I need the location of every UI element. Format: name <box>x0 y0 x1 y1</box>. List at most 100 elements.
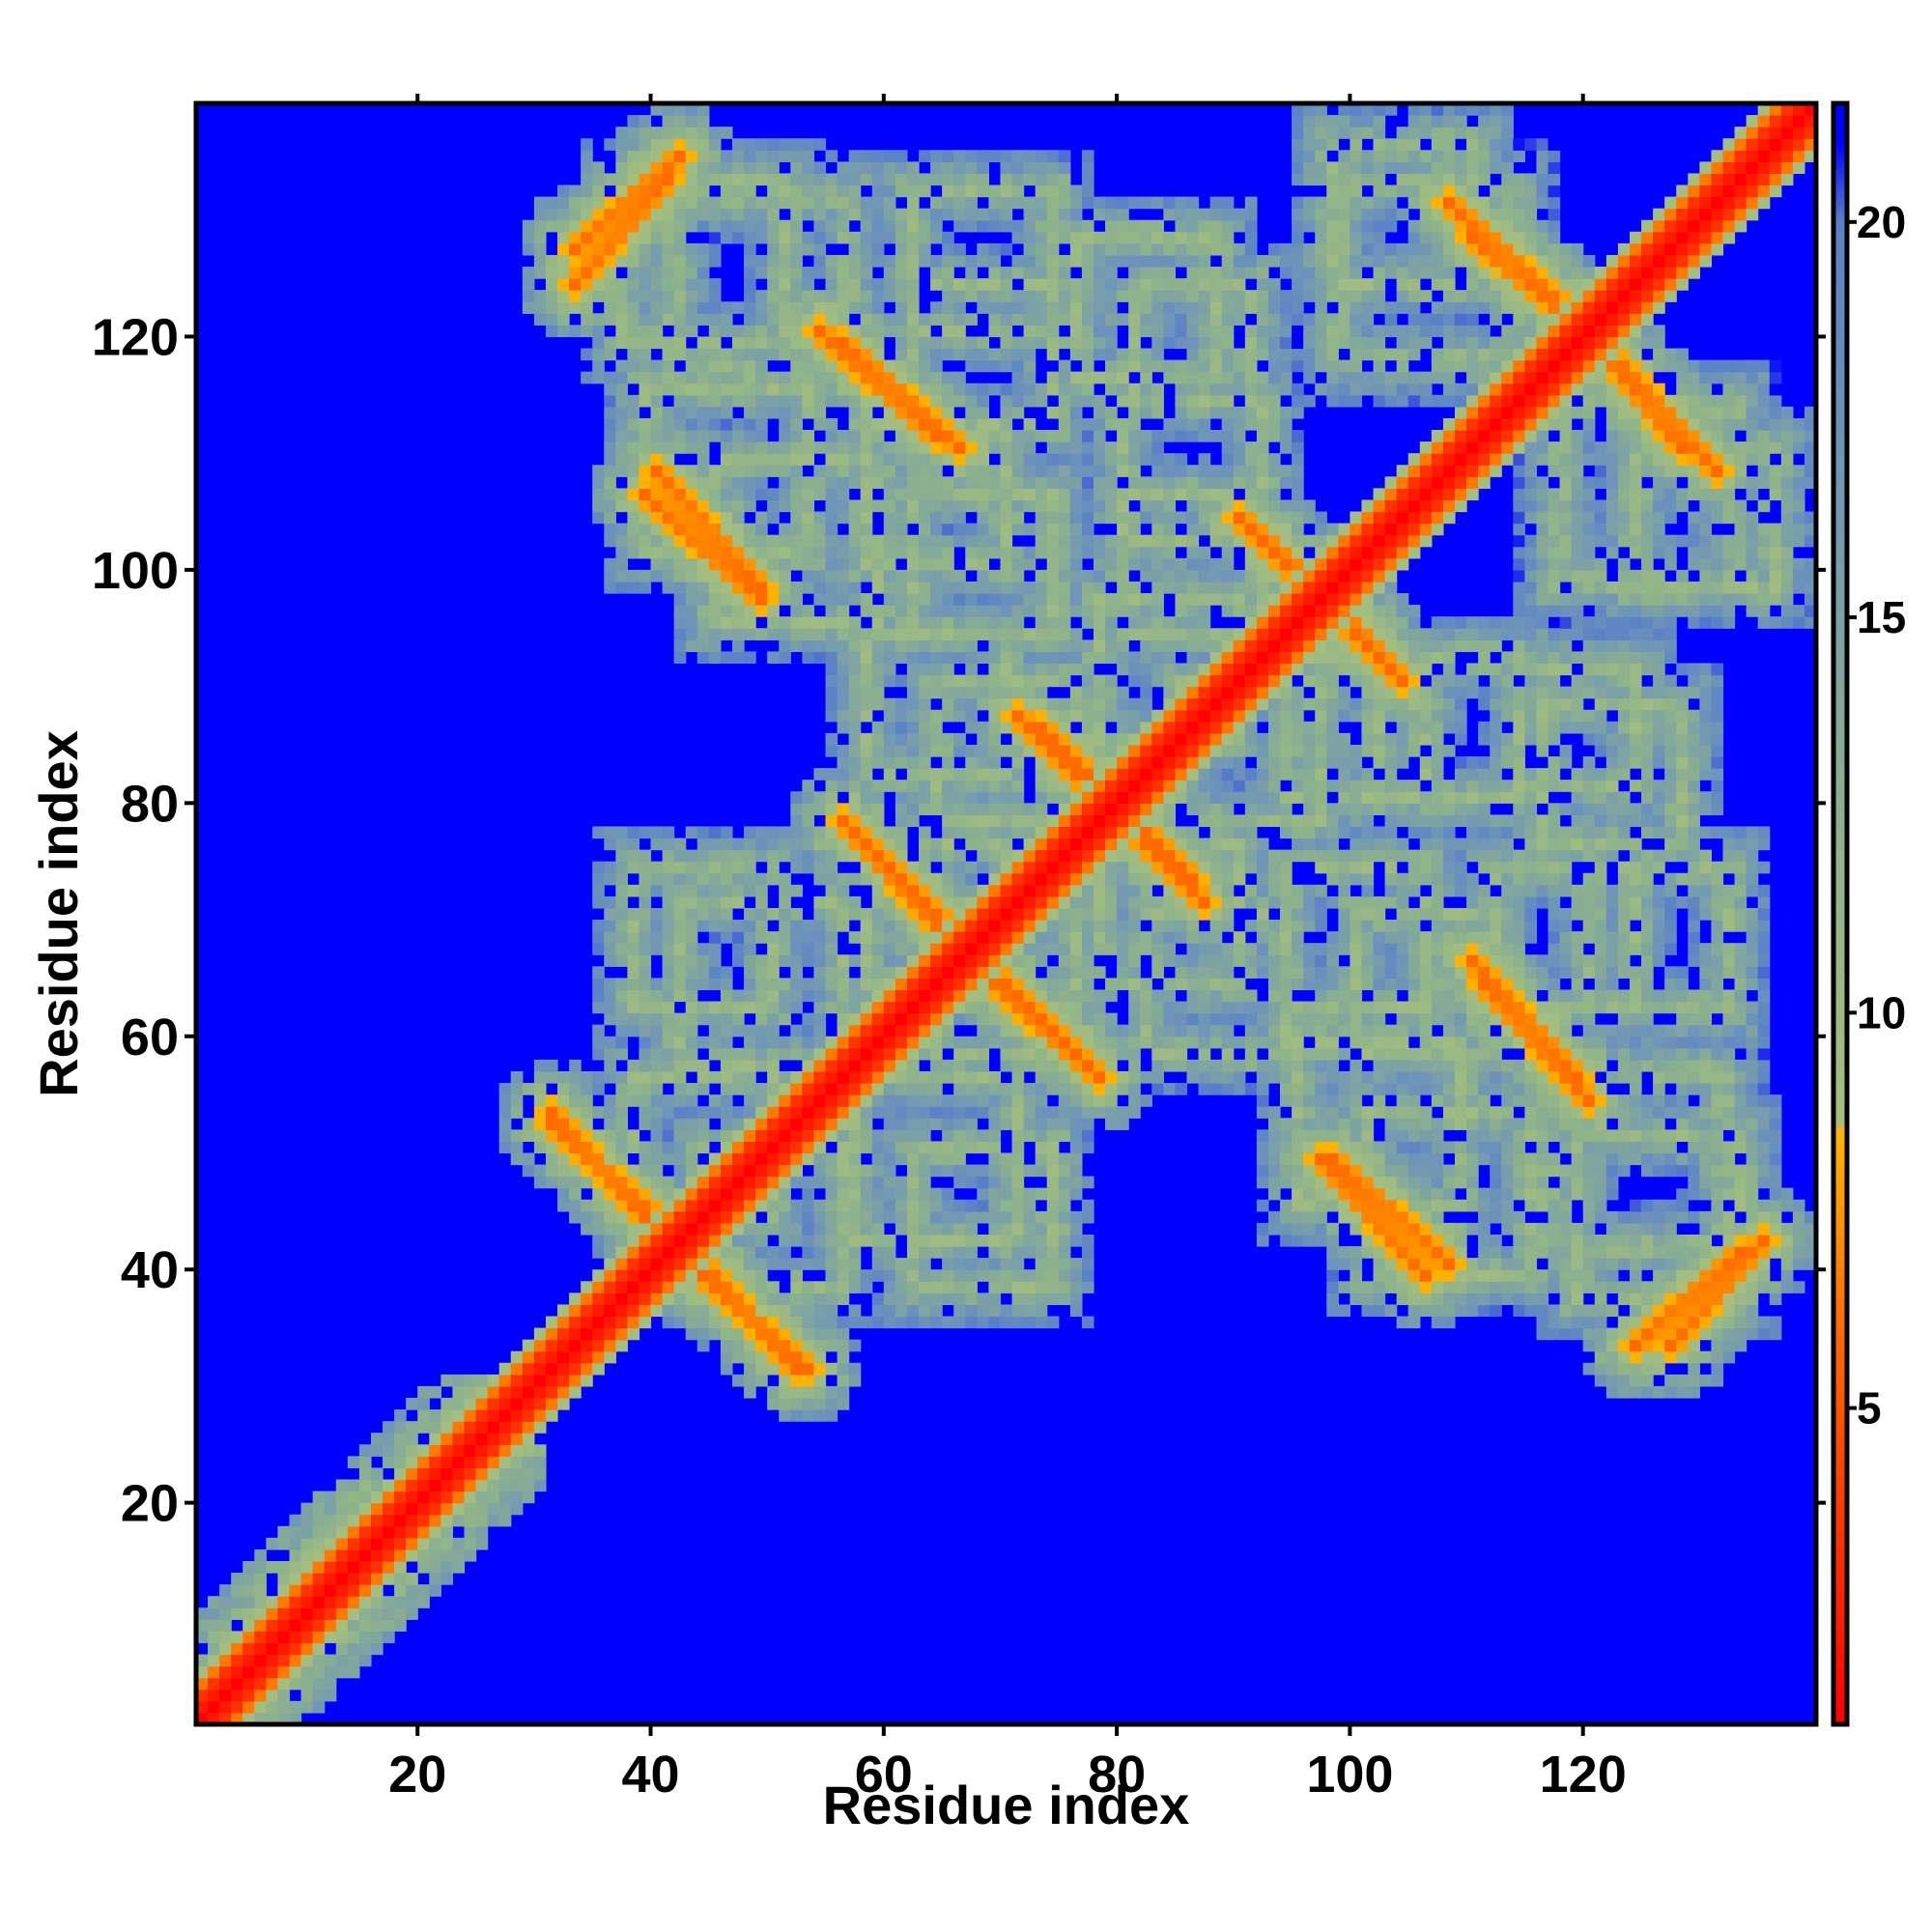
heatmap-cell <box>720 394 733 408</box>
heatmap-cell <box>895 488 908 501</box>
heatmap-cell <box>289 1712 302 1725</box>
heatmap-cell <box>696 348 710 361</box>
heatmap-cell <box>1081 465 1094 477</box>
heatmap-cell <box>977 1036 989 1049</box>
heatmap-cell <box>627 1187 640 1201</box>
heatmap-cell <box>744 1176 756 1189</box>
heatmap-cell <box>779 838 791 851</box>
heatmap-cell <box>965 744 978 757</box>
heatmap-cell <box>673 417 687 431</box>
heatmap-cell <box>604 557 616 571</box>
heatmap-cell <box>1000 954 1013 967</box>
heatmap-cell <box>1081 1118 1094 1130</box>
heatmap-cell <box>988 242 1002 256</box>
heatmap-cell <box>988 780 1002 792</box>
heatmap-cell <box>266 1677 279 1690</box>
heatmap-cell <box>965 290 978 302</box>
heatmap-cell <box>1058 1012 1071 1026</box>
heatmap-cell <box>1035 523 1048 536</box>
heatmap-cell <box>1046 826 1060 839</box>
heatmap-cell <box>744 1234 756 1247</box>
heatmap-cell <box>779 1258 791 1270</box>
heatmap-cell <box>988 686 1002 699</box>
heatmap-cell <box>1081 1269 1094 1282</box>
heatmap-cell <box>883 465 896 477</box>
heatmap-cell <box>627 1281 640 1293</box>
heatmap-cell <box>953 348 966 361</box>
heatmap-cell <box>708 1024 722 1037</box>
heatmap-cell <box>1000 581 1013 594</box>
heatmap-cell <box>1023 978 1037 991</box>
heatmap-cell <box>906 907 920 921</box>
heatmap-cell <box>1128 417 1141 431</box>
heatmap-cell <box>1035 780 1048 792</box>
heatmap-cell <box>1069 441 1083 454</box>
heatmap-cell <box>988 663 1002 676</box>
heatmap-cell <box>581 196 593 210</box>
heatmap-cell <box>988 989 1002 1003</box>
heatmap-cell <box>731 1293 745 1306</box>
heatmap-cell <box>627 1210 640 1224</box>
heatmap-cell <box>1011 803 1025 815</box>
heatmap-cell <box>696 838 710 851</box>
heatmap-cell <box>930 359 943 373</box>
heatmap-cell <box>813 208 827 221</box>
heatmap-cell <box>825 907 838 921</box>
heatmap-cell <box>744 523 756 536</box>
heatmap-cell <box>592 931 605 944</box>
heatmap-cell <box>744 1304 756 1318</box>
heatmap-cell <box>953 651 966 665</box>
heatmap-cell <box>988 1199 1002 1212</box>
heatmap-cell <box>779 1070 791 1084</box>
heatmap-cell <box>813 803 827 815</box>
heatmap-cell <box>953 1210 966 1224</box>
heatmap-cell <box>650 978 664 991</box>
heatmap-cell <box>731 196 745 210</box>
heatmap-cell <box>790 920 803 932</box>
heatmap-cell <box>906 1001 920 1014</box>
heatmap-cell <box>779 278 791 291</box>
heatmap-cell <box>545 1094 558 1107</box>
heatmap-cell <box>906 1129 920 1142</box>
heatmap-cell <box>1023 1222 1037 1236</box>
heatmap-cell <box>417 1467 430 1481</box>
heatmap-cell <box>498 1094 512 1107</box>
heatmap-cell <box>522 1164 535 1178</box>
heatmap-cell <box>592 476 605 489</box>
heatmap-cell <box>930 616 943 629</box>
heatmap-cell <box>662 1293 675 1306</box>
heatmap-cell <box>1117 546 1129 559</box>
heatmap-cell <box>802 325 815 338</box>
heatmap-cell <box>1069 371 1083 384</box>
heatmap-cell <box>848 546 862 559</box>
heatmap-cell <box>720 978 733 991</box>
heatmap-cell <box>919 1281 931 1293</box>
heatmap-cell <box>988 1001 1002 1014</box>
heatmap-cell <box>685 254 698 268</box>
heatmap-cell <box>988 267 1002 279</box>
heatmap-cell <box>650 441 664 454</box>
heatmap-cell <box>988 826 1002 839</box>
heatmap-cell <box>895 838 908 851</box>
heatmap-cell <box>1186 1059 1200 1072</box>
heatmap-cell <box>1093 966 1106 979</box>
heatmap-cell <box>1093 430 1106 442</box>
heatmap-cell <box>685 383 698 396</box>
heatmap-cell <box>1035 849 1048 863</box>
heatmap-cell <box>1081 616 1094 629</box>
heatmap-cell <box>848 359 862 373</box>
heatmap-cell <box>650 150 664 162</box>
heatmap-cell <box>848 569 862 582</box>
heatmap-cell <box>988 1012 1002 1026</box>
heatmap-cell <box>545 254 558 268</box>
heatmap-cell <box>848 1210 862 1224</box>
heatmap-cell <box>615 430 628 442</box>
heatmap-cell <box>744 383 756 396</box>
heatmap-cell <box>837 383 850 396</box>
heatmap-cell <box>1093 208 1106 221</box>
heatmap-cell <box>848 814 862 828</box>
heatmap-cell <box>592 219 605 233</box>
heatmap-cell <box>767 161 780 175</box>
heatmap-cell <box>581 1327 593 1341</box>
heatmap-cell <box>988 791 1002 804</box>
